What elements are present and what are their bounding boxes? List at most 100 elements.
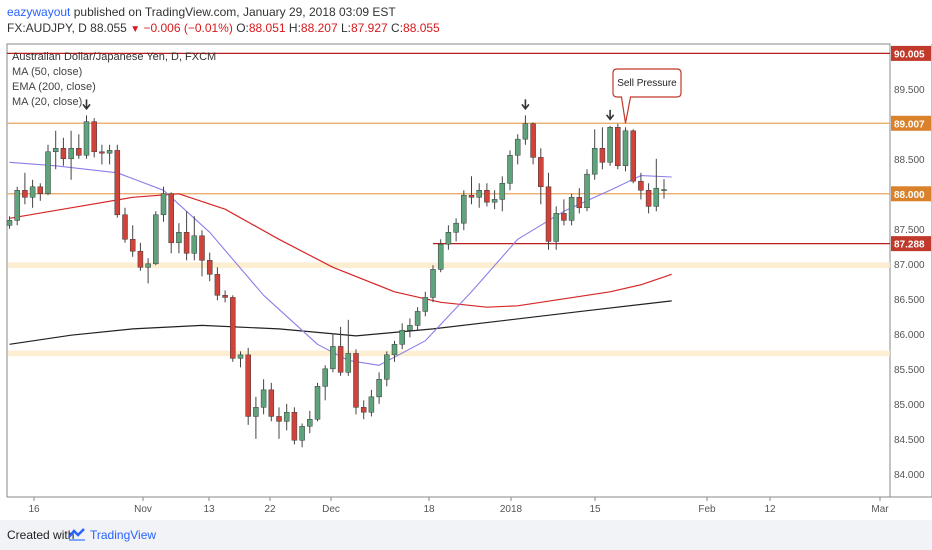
candle[interactable] bbox=[591, 129, 598, 180]
candle[interactable] bbox=[376, 372, 382, 404]
candle[interactable] bbox=[445, 225, 452, 250]
candle[interactable] bbox=[6, 216, 13, 229]
candle[interactable] bbox=[52, 130, 59, 170]
candle[interactable] bbox=[568, 193, 575, 226]
candle[interactable] bbox=[230, 295, 236, 362]
candle[interactable] bbox=[622, 127, 629, 172]
candle[interactable] bbox=[522, 115, 529, 145]
candle[interactable] bbox=[99, 144, 105, 165]
candle[interactable] bbox=[191, 216, 198, 261]
candle[interactable] bbox=[407, 318, 413, 338]
candle[interactable] bbox=[499, 176, 506, 212]
candle[interactable] bbox=[461, 190, 467, 231]
candle[interactable] bbox=[360, 400, 367, 420]
ema200-line[interactable] bbox=[9, 300, 672, 345]
candle[interactable] bbox=[83, 115, 90, 159]
candle[interactable] bbox=[453, 218, 459, 242]
author-link[interactable]: eazywayout bbox=[7, 5, 71, 19]
tradingview-logo-icon[interactable] bbox=[68, 526, 86, 542]
candle[interactable] bbox=[129, 225, 136, 257]
candle-body bbox=[599, 148, 606, 163]
candle[interactable] bbox=[199, 230, 205, 277]
candle[interactable] bbox=[645, 183, 652, 214]
candle[interactable] bbox=[630, 129, 636, 184]
candle[interactable] bbox=[122, 207, 128, 243]
candle[interactable] bbox=[391, 340, 398, 362]
candle[interactable] bbox=[553, 206, 559, 250]
candle[interactable] bbox=[507, 150, 513, 191]
candle[interactable] bbox=[153, 211, 159, 266]
candle[interactable] bbox=[530, 122, 536, 165]
candle[interactable] bbox=[291, 407, 298, 445]
candle[interactable] bbox=[283, 403, 290, 431]
candle[interactable] bbox=[437, 239, 444, 273]
candle[interactable] bbox=[599, 127, 606, 170]
candle[interactable] bbox=[561, 199, 567, 226]
candle[interactable] bbox=[422, 291, 429, 317]
candle[interactable] bbox=[253, 396, 259, 439]
candle[interactable] bbox=[299, 423, 305, 448]
candle[interactable] bbox=[176, 223, 182, 254]
candle[interactable] bbox=[183, 211, 190, 261]
candle[interactable] bbox=[276, 407, 282, 439]
candle[interactable] bbox=[468, 176, 475, 205]
candle[interactable] bbox=[491, 190, 498, 210]
candle[interactable] bbox=[337, 326, 344, 376]
candle[interactable] bbox=[14, 186, 20, 226]
candle[interactable] bbox=[545, 172, 552, 250]
candle[interactable] bbox=[168, 192, 174, 254]
candle[interactable] bbox=[222, 290, 228, 303]
candle[interactable] bbox=[114, 144, 121, 218]
candle[interactable] bbox=[106, 144, 113, 165]
candle[interactable] bbox=[260, 379, 267, 415]
candle[interactable] bbox=[145, 258, 151, 284]
candle[interactable] bbox=[76, 134, 82, 159]
candle[interactable] bbox=[476, 183, 482, 208]
candle[interactable] bbox=[353, 349, 359, 415]
candle-body bbox=[399, 330, 405, 345]
candle[interactable] bbox=[576, 188, 583, 214]
candle[interactable] bbox=[653, 158, 660, 212]
candle[interactable] bbox=[330, 333, 336, 373]
candle[interactable] bbox=[314, 382, 321, 422]
tradingview-brand[interactable]: TradingView bbox=[90, 528, 157, 542]
price-chart[interactable]: 84.000 84.500 85.000 85.500 86.000 86.500 87.0… bbox=[0, 40, 932, 520]
candle[interactable] bbox=[607, 125, 613, 166]
candle[interactable] bbox=[91, 118, 97, 158]
candle-body bbox=[268, 389, 275, 417]
candle[interactable] bbox=[268, 382, 275, 422]
candle-body bbox=[29, 186, 36, 198]
ma50-line[interactable] bbox=[9, 193, 672, 308]
candle[interactable] bbox=[245, 347, 251, 425]
annotation-callout[interactable] bbox=[612, 68, 682, 124]
candle[interactable] bbox=[37, 183, 44, 201]
candle[interactable] bbox=[484, 183, 490, 207]
candle[interactable] bbox=[615, 123, 621, 170]
candle[interactable] bbox=[514, 134, 521, 165]
plot-area[interactable] bbox=[6, 43, 891, 498]
indicator-legend-1: EMA (200, close) bbox=[12, 81, 96, 93]
candle[interactable] bbox=[22, 172, 28, 205]
candle[interactable] bbox=[214, 267, 221, 301]
candle[interactable] bbox=[368, 389, 375, 417]
candle[interactable] bbox=[307, 410, 313, 434]
candle[interactable] bbox=[345, 319, 352, 376]
candle[interactable] bbox=[60, 137, 67, 166]
candle[interactable] bbox=[68, 130, 74, 180]
candle[interactable] bbox=[399, 323, 405, 350]
candle[interactable] bbox=[430, 265, 436, 303]
candle[interactable] bbox=[206, 252, 213, 282]
candle[interactable] bbox=[45, 144, 51, 196]
candle[interactable] bbox=[29, 179, 36, 208]
candle[interactable] bbox=[414, 307, 421, 331]
candle[interactable] bbox=[237, 351, 244, 368]
candle[interactable] bbox=[538, 148, 544, 205]
candle[interactable] bbox=[322, 365, 328, 401]
candle[interactable] bbox=[661, 179, 667, 199]
candle[interactable] bbox=[584, 169, 590, 212]
candle-body bbox=[430, 269, 436, 298]
candle[interactable] bbox=[137, 242, 144, 271]
candle[interactable] bbox=[384, 351, 390, 387]
candle[interactable] bbox=[638, 172, 644, 200]
candle[interactable] bbox=[160, 186, 167, 222]
